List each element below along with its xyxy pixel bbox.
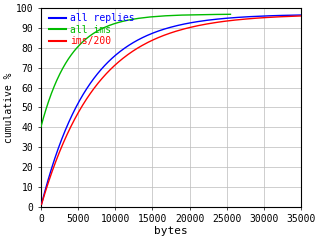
- X-axis label: bytes: bytes: [154, 226, 188, 236]
- Legend: all replies, all ims, ims/200: all replies, all ims, ims/200: [46, 10, 138, 49]
- Y-axis label: cumulative %: cumulative %: [4, 72, 14, 143]
